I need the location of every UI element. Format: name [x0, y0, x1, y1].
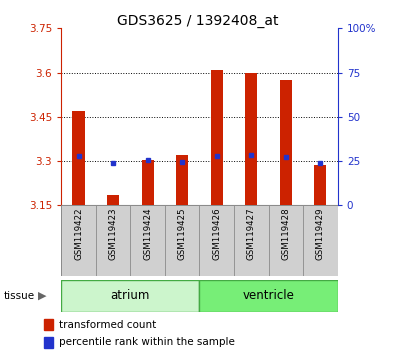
Bar	[199, 205, 234, 276]
Bar	[165, 205, 199, 276]
Bar	[96, 205, 130, 276]
Text: ▶: ▶	[38, 291, 46, 301]
Bar	[141, 160, 154, 205]
Text: ventricle: ventricle	[243, 289, 295, 302]
Bar	[61, 280, 199, 312]
Bar	[303, 205, 338, 276]
Text: GSM119424: GSM119424	[143, 207, 152, 260]
Text: GSM119422: GSM119422	[74, 207, 83, 260]
Bar	[245, 73, 258, 205]
Text: GDS3625 / 1392408_at: GDS3625 / 1392408_at	[117, 14, 278, 28]
Text: GSM119429: GSM119429	[316, 207, 325, 260]
Text: atrium: atrium	[111, 289, 150, 302]
Text: GSM119426: GSM119426	[212, 207, 221, 260]
Text: percentile rank within the sample: percentile rank within the sample	[59, 337, 235, 347]
Text: transformed count: transformed count	[59, 320, 156, 330]
Bar	[211, 70, 223, 205]
Bar	[314, 165, 327, 205]
Text: GSM119423: GSM119423	[109, 207, 118, 260]
Bar	[269, 205, 303, 276]
Bar	[176, 155, 188, 205]
Bar	[72, 111, 85, 205]
Bar	[280, 80, 292, 205]
Bar	[107, 195, 119, 205]
Bar	[61, 205, 96, 276]
Text: GSM119425: GSM119425	[178, 207, 187, 260]
Bar	[199, 280, 338, 312]
Text: GSM119427: GSM119427	[247, 207, 256, 260]
Bar	[234, 205, 269, 276]
Text: tissue: tissue	[4, 291, 35, 301]
Text: GSM119428: GSM119428	[281, 207, 290, 260]
Bar	[44, 319, 53, 330]
Bar	[130, 205, 165, 276]
Bar	[44, 337, 53, 348]
